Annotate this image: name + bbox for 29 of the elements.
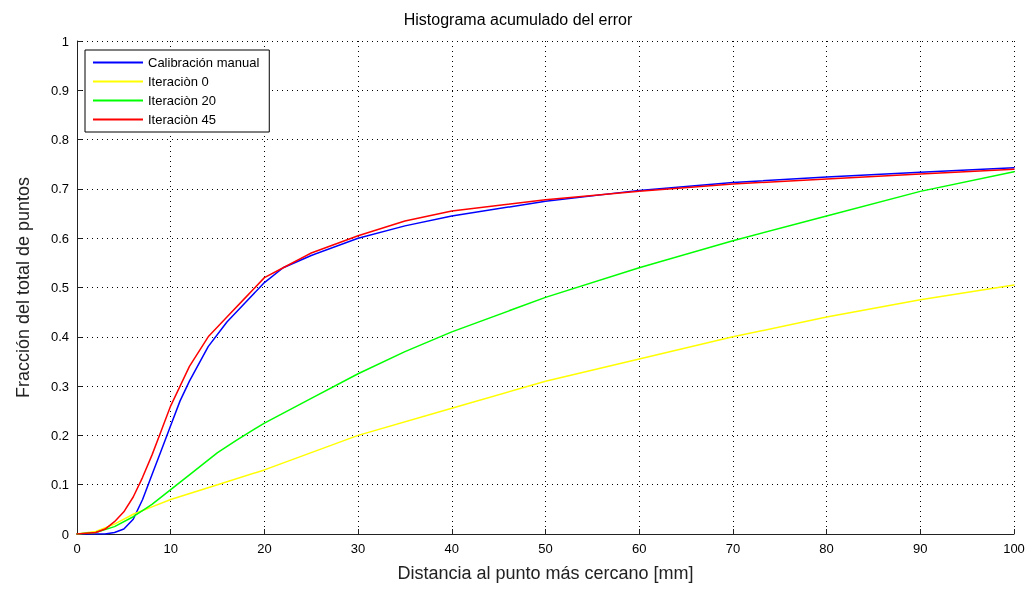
- y-tick-label: 0.1: [50, 477, 69, 493]
- x-tick-label: 100: [1003, 541, 1025, 556]
- x-tick-label: 80: [819, 541, 834, 556]
- x-tick-label: 10: [163, 541, 178, 556]
- x-tick-label: 90: [913, 541, 928, 556]
- y-tick-label: 1: [61, 33, 69, 49]
- legend-label: Iteraciòn 0: [148, 74, 209, 89]
- y-tick-label: 0.9: [50, 82, 69, 98]
- y-tick-label: 0.5: [50, 280, 69, 295]
- chart-title: Histograma acumulado del error: [403, 10, 633, 28]
- x-tick-label: 70: [725, 541, 741, 556]
- y-tick-label: 0.4: [50, 329, 69, 345]
- y-tick-label: 0.8: [50, 132, 69, 148]
- legend-label: Calibración manual: [148, 55, 260, 70]
- y-axis-title: Fracción del total de puntos: [13, 176, 33, 399]
- x-tick-label: 50: [538, 541, 553, 556]
- x-tick-label: 30: [350, 541, 366, 556]
- y-tick-label: 0.6: [50, 230, 69, 246]
- legend-label: Iteraciòn 45: [148, 112, 216, 127]
- x-tick-label: 0: [73, 541, 81, 556]
- x-tick-label: 20: [257, 541, 272, 556]
- x-tick-label: 60: [631, 541, 647, 556]
- y-tick-label: 0.2: [50, 427, 69, 443]
- x-tick-label: 40: [444, 541, 460, 556]
- x-axis-title: Distancia al punto más cercano [mm]: [397, 563, 694, 583]
- y-tick-label: 0: [61, 526, 69, 542]
- legend-label: Iteraciòn 20: [148, 93, 216, 108]
- y-tick-label: 0.7: [50, 181, 69, 197]
- y-tick-label: 0.3: [50, 378, 69, 394]
